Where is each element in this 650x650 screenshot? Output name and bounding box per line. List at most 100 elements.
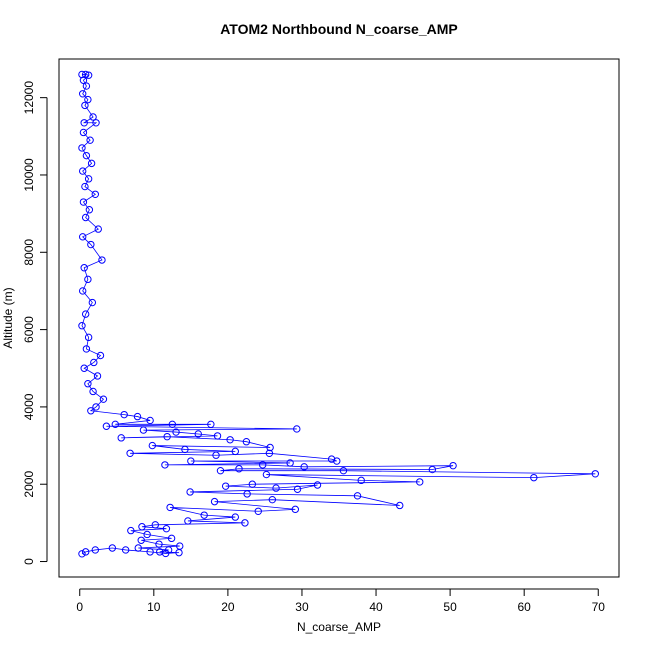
data-point	[81, 213, 90, 222]
data-point	[80, 264, 88, 272]
data-point	[333, 457, 341, 465]
data-point	[146, 416, 154, 425]
data-point	[87, 407, 95, 415]
y-tick-label: 2000	[22, 471, 36, 498]
data-point	[313, 481, 322, 489]
data-point	[82, 345, 91, 353]
data-point	[200, 511, 208, 519]
y-tick-label: 12000	[22, 81, 36, 115]
data-point	[327, 455, 336, 463]
data-point	[194, 430, 202, 438]
data-point	[86, 136, 94, 144]
y-tick-label: 8000	[22, 239, 36, 266]
data-point	[79, 167, 87, 175]
x-axis-label: N_coarse_AMP	[297, 620, 381, 634]
data-point	[357, 476, 365, 485]
data-point	[286, 459, 294, 467]
data-point	[449, 461, 457, 470]
data-point	[300, 463, 308, 471]
data-point	[90, 358, 98, 367]
data-point	[133, 412, 142, 421]
data-point	[96, 351, 105, 360]
data-point	[82, 82, 91, 90]
data-point	[139, 426, 148, 434]
data-point	[81, 310, 90, 318]
data-point	[120, 410, 128, 419]
data-point	[266, 443, 274, 452]
y-tick-label: 10000	[22, 158, 36, 192]
data-point	[89, 387, 97, 396]
data-point	[126, 449, 134, 457]
data-point	[80, 119, 88, 127]
data-point	[94, 225, 102, 233]
y-tick-label: 0	[22, 558, 36, 565]
data-point	[155, 540, 163, 548]
data-point	[162, 524, 171, 533]
data-point	[248, 480, 257, 488]
data-point	[78, 550, 86, 558]
data-point	[79, 76, 88, 84]
data-point	[84, 95, 92, 104]
data-point	[79, 90, 87, 98]
data-point	[166, 503, 174, 512]
data-point	[591, 470, 599, 478]
y-tick-label: 4000	[22, 393, 36, 420]
data-point	[212, 451, 220, 459]
data-point	[78, 322, 86, 330]
data-point	[175, 548, 183, 557]
data-point	[151, 521, 159, 529]
data-point	[293, 485, 302, 493]
x-tick-label: 40	[369, 600, 383, 614]
data-point	[88, 298, 97, 307]
data-point	[134, 544, 142, 552]
series-line	[81, 74, 596, 555]
data-point	[146, 548, 154, 556]
data-point	[243, 490, 251, 498]
data-point	[216, 466, 225, 475]
data-point	[82, 151, 91, 160]
data-point	[242, 438, 251, 446]
data-point	[84, 71, 93, 79]
data-point	[291, 505, 299, 514]
y-tick-label: 6000	[22, 316, 36, 343]
data-point	[210, 497, 219, 506]
data-point	[79, 128, 88, 137]
data-point	[143, 530, 151, 539]
data-point	[226, 436, 234, 444]
data-point	[84, 275, 92, 284]
data-point	[81, 101, 89, 110]
data-point	[148, 441, 157, 450]
data-point	[293, 425, 301, 433]
data-series	[78, 70, 599, 558]
data-point	[262, 470, 271, 479]
data-point	[84, 333, 93, 342]
data-point	[127, 526, 135, 535]
data-point	[92, 403, 100, 411]
data-point	[254, 507, 262, 515]
data-point	[184, 517, 192, 525]
data-point	[167, 534, 176, 543]
y-axis-label: Altitude (m)	[1, 287, 15, 348]
data-point	[87, 159, 96, 168]
data-point	[79, 198, 88, 206]
data-point	[207, 420, 215, 429]
data-point	[259, 461, 267, 469]
data-point	[78, 144, 86, 152]
data-point	[93, 372, 102, 380]
data-point	[121, 546, 130, 554]
data-point	[117, 434, 125, 442]
data-point	[108, 544, 117, 552]
data-point	[163, 432, 171, 441]
data-point	[137, 536, 145, 544]
x-tick-label: 0	[76, 600, 83, 614]
plot-frame	[58, 58, 620, 578]
data-point	[265, 449, 274, 457]
data-point	[81, 548, 90, 556]
x-axis: 0 10 20 30 40 50 60 70	[76, 588, 605, 614]
data-point	[91, 190, 99, 198]
data-point	[172, 428, 180, 436]
data-point	[87, 240, 95, 249]
data-point	[235, 465, 243, 473]
data-point	[80, 364, 88, 372]
data-point	[138, 523, 146, 531]
